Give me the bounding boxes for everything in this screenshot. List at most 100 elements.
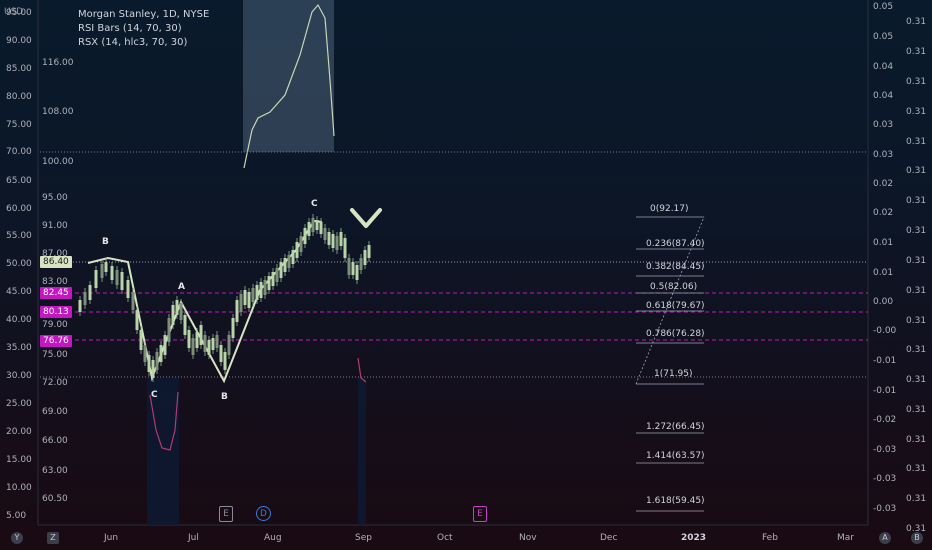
rsi-oversold-band (147, 378, 179, 525)
candle-body (291, 250, 295, 264)
candle-body (207, 340, 211, 355)
price-axis-tick: 63.00 (42, 466, 68, 476)
right-axis-tick: -0.03 (873, 474, 897, 484)
candle-body (219, 345, 223, 362)
right-axis2-tick: 0.31 (906, 137, 927, 147)
left-axis-tick: 25.00 (6, 399, 32, 409)
fib-level-label: 1.272(66.45) (646, 422, 705, 432)
x-axis-tick: Mar (837, 533, 854, 543)
right-axis2-tick: 0.31 (906, 47, 927, 57)
candle-body (187, 330, 191, 348)
right-axis2-tick: 0.31 (906, 494, 927, 504)
left-axis-tick: 55.00 (6, 231, 32, 241)
candle-body (78, 300, 82, 312)
candle-body (307, 222, 311, 236)
wave-label-c: C (311, 199, 318, 209)
symbol-title[interactable]: Morgan Stanley, 1D, NYSE (78, 9, 210, 20)
x-axis-tick: Feb (762, 533, 778, 543)
price-axis-tick: 75.00 (42, 350, 68, 360)
fib-level-label: 1.618(59.45) (646, 496, 705, 506)
rsi-bars-indicator[interactable]: RSI Bars (14, 70, 30) (78, 23, 182, 34)
right-axis-tick: 0.05 (873, 2, 894, 12)
candle-body (343, 238, 347, 258)
earnings-event-icon[interactable]: E (219, 506, 233, 522)
right-axis2-tick: 0.31 (906, 196, 927, 206)
x-axis-tick: Oct (437, 533, 453, 543)
candle-body (355, 265, 359, 280)
right-axis-tick: 0.01 (873, 268, 894, 278)
candle-body (159, 345, 163, 362)
candle-body (94, 270, 98, 288)
candle-body (110, 266, 114, 280)
candle-body (88, 285, 92, 300)
price-axis-tick: 91.00 (42, 221, 68, 231)
left-axis-tick: 45.00 (6, 287, 32, 297)
left-axis-tick: 65.00 (6, 176, 32, 186)
candle-body (319, 222, 323, 234)
left-axis-tick: 35.00 (6, 343, 32, 353)
earnings-event-icon[interactable]: E (473, 506, 487, 522)
zoom-button[interactable]: Z (47, 532, 59, 544)
rsx-indicator[interactable]: RSX (14, hlc3, 70, 30) (78, 37, 188, 48)
candle-body (151, 360, 155, 378)
dividend-event-icon[interactable]: D (256, 506, 271, 521)
candle-body (347, 258, 351, 275)
candle-body (331, 234, 335, 248)
fib-level-label: 1(71.95) (654, 369, 693, 379)
auto-scale-button[interactable]: A (879, 532, 891, 544)
candle-body (171, 305, 175, 325)
candle-body (167, 318, 171, 342)
x-axis-tick: Jul (188, 533, 199, 543)
rsi-curve (149, 391, 179, 451)
current-price-tag: 86.40 (40, 256, 72, 268)
candle-body (363, 250, 367, 265)
fib-level-label: 0.382(84.45) (646, 262, 705, 272)
rsx-line (243, 3, 335, 169)
chart-legend: Morgan Stanley, 1D, NYSE RSI Bars (14, 7… (78, 8, 209, 50)
right-axis2-tick: 0.31 (906, 256, 927, 266)
candle-body (143, 345, 147, 362)
axis-b-button[interactable]: B (911, 532, 923, 544)
level-tag: 80.13 (40, 306, 72, 318)
candle-body (179, 303, 183, 320)
candle-body (83, 292, 87, 305)
right-axis2-tick: 0.31 (906, 435, 927, 445)
candle-body (287, 255, 291, 268)
candle-body (247, 292, 251, 308)
x-axis-tick: Sep (355, 533, 372, 543)
right-axis-tick: -0.01 (873, 386, 897, 396)
left-axis-tick: 40.00 (6, 315, 32, 325)
candle-body (104, 262, 108, 272)
right-axis2-tick: 0.31 (906, 77, 927, 87)
price-axis-tick: 95.00 (42, 193, 68, 203)
candle-body (271, 272, 275, 286)
level-tag: 76.76 (40, 335, 72, 347)
candle-body (183, 315, 187, 335)
price-axis-tick: 108.00 (42, 107, 74, 117)
candle-body (315, 220, 319, 230)
right-axis-tick: 0.00 (873, 297, 894, 307)
candle-body (275, 268, 279, 282)
right-axis2-tick: 0.31 (906, 464, 927, 474)
left-axis-tick: 15.00 (6, 455, 32, 465)
right-axis-tick: 0.02 (873, 179, 894, 189)
left-axis-tick: 75.00 (6, 120, 32, 130)
left-axis-tick: 60.00 (6, 204, 32, 214)
rsi-oversold-band (358, 378, 366, 525)
level-tag: 82.45 (40, 287, 72, 299)
candle-body (227, 335, 231, 355)
left-axis-tick: 30.00 (6, 371, 32, 381)
right-axis-tick: 0.02 (873, 208, 894, 218)
fib-level-label: 0.236(87.40) (646, 239, 705, 249)
candle-body (155, 352, 159, 370)
candle-body (323, 228, 327, 240)
candle-body (191, 338, 195, 355)
candle-body (100, 264, 104, 278)
fib-level-label: 1.414(63.57) (646, 451, 705, 461)
right-axis-tick: 0.05 (873, 32, 894, 42)
y-axis-settings-button[interactable]: Y (11, 532, 23, 544)
left-axis-tick: 70.00 (6, 147, 32, 157)
wave-label-c: C (151, 390, 158, 400)
